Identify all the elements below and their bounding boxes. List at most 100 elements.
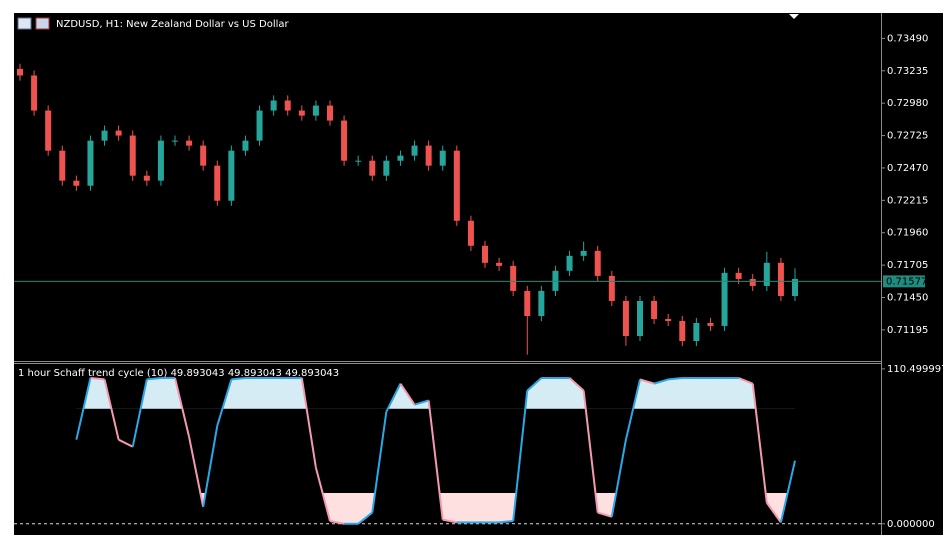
indicator-segment — [597, 511, 613, 518]
candle-body — [482, 245, 488, 263]
candle-body — [622, 300, 629, 336]
candle-body — [749, 278, 756, 286]
indicator-segment — [216, 379, 233, 426]
y-tick-label: 0.71195 — [887, 325, 928, 336]
y-tick-label: 0.73235 — [887, 66, 928, 77]
indicator-segment — [512, 390, 529, 522]
candle-body — [101, 130, 108, 141]
candle-body — [777, 262, 784, 296]
price-label: 0.71577 — [886, 276, 927, 287]
y-tick-label: 0.72980 — [887, 98, 928, 109]
indicator-segment — [751, 383, 768, 503]
indicator-segment — [526, 377, 543, 392]
indicator-segment — [357, 511, 373, 525]
candle-body — [411, 145, 418, 156]
candle-body — [73, 180, 80, 186]
indicator-segment — [498, 519, 514, 524]
candle-body — [383, 160, 390, 176]
indicator-segment — [779, 460, 796, 523]
candle-body — [270, 100, 277, 111]
candle-body — [87, 140, 94, 186]
candle-body — [693, 323, 700, 342]
candle-body — [524, 290, 531, 317]
candle-body — [298, 110, 305, 116]
indicator-segment — [738, 377, 754, 385]
indicator-segment — [90, 377, 105, 381]
indicator-segment — [414, 399, 429, 406]
candle-body — [327, 105, 333, 121]
candle-body — [228, 150, 235, 201]
candle-body — [172, 140, 178, 142]
upper-fill — [76, 378, 795, 409]
candle-body — [637, 300, 643, 336]
candle-body — [721, 272, 728, 326]
indicator-segment — [399, 383, 416, 406]
candle-body — [792, 278, 798, 296]
y-tick-label: 0.71450 — [887, 292, 928, 303]
candle-body — [355, 160, 362, 162]
chart-background — [14, 13, 943, 535]
candle-body — [552, 270, 559, 291]
candle-body — [763, 262, 770, 286]
candle-body — [214, 165, 221, 201]
window-icon — [17, 17, 32, 30]
price-label-box — [883, 275, 925, 288]
candle-body — [467, 220, 474, 246]
indicator-segment — [314, 467, 331, 522]
candle-body — [679, 320, 686, 342]
indicator-segment — [610, 439, 627, 517]
indicator-segment — [300, 377, 317, 468]
chart-title: NZDUSD, H1: New Zealand Dollar vs US Dol… — [56, 19, 290, 30]
candle-body — [735, 272, 742, 279]
indicator-segment — [174, 377, 191, 438]
candle-body — [157, 140, 164, 181]
indicator-segment — [118, 438, 134, 448]
indicator-segment — [75, 377, 92, 440]
candle-body — [186, 140, 193, 146]
candle-body — [129, 135, 136, 176]
y-tick-label: 0.000000 — [887, 519, 935, 530]
candle-body — [17, 68, 23, 76]
candle-body — [439, 150, 446, 166]
y-tick-label: 0.72725 — [887, 131, 928, 142]
candle-body — [453, 150, 460, 221]
candle-body — [594, 250, 601, 276]
candle-body — [510, 265, 517, 291]
indicator-segment — [146, 377, 162, 381]
indicator-title: 1 hour Schaff trend cycle (10) 49.893043… — [18, 368, 339, 379]
candle-body — [566, 255, 573, 271]
candle-body — [242, 140, 249, 151]
candle-body — [115, 130, 122, 136]
flag-icon — [35, 17, 50, 30]
y-tick-label: 110.499997 — [887, 364, 947, 375]
indicator-segment — [568, 377, 585, 392]
y-tick-label: 0.72470 — [887, 163, 928, 174]
indicator-segment — [131, 379, 148, 447]
indicator-segment — [766, 502, 782, 523]
candle-body — [608, 275, 615, 301]
indicator-segment — [624, 379, 641, 440]
candle-body — [59, 150, 66, 181]
candle-body — [496, 262, 503, 266]
y-tick-label: 0.73490 — [887, 33, 928, 44]
candle-body — [651, 300, 658, 319]
indicator-segment — [103, 379, 120, 440]
indicator-segment — [582, 390, 599, 513]
y-tick-label: 0.71705 — [887, 260, 928, 271]
candle-body — [284, 100, 291, 111]
candle-body — [143, 175, 150, 181]
candle-body — [538, 290, 545, 317]
indicator-segment — [653, 378, 669, 385]
candle-body — [665, 318, 672, 321]
candle-body — [31, 75, 38, 111]
candle-body — [580, 250, 587, 256]
indicator-segment — [668, 377, 683, 381]
y-tick-label: 0.71960 — [887, 228, 928, 239]
indicator-segment — [188, 436, 205, 508]
y-tick-label: 0.72215 — [887, 195, 928, 206]
candle-body — [45, 110, 52, 151]
candle-body — [707, 323, 714, 326]
candle-body — [369, 160, 376, 176]
indicator-segment — [231, 377, 246, 381]
